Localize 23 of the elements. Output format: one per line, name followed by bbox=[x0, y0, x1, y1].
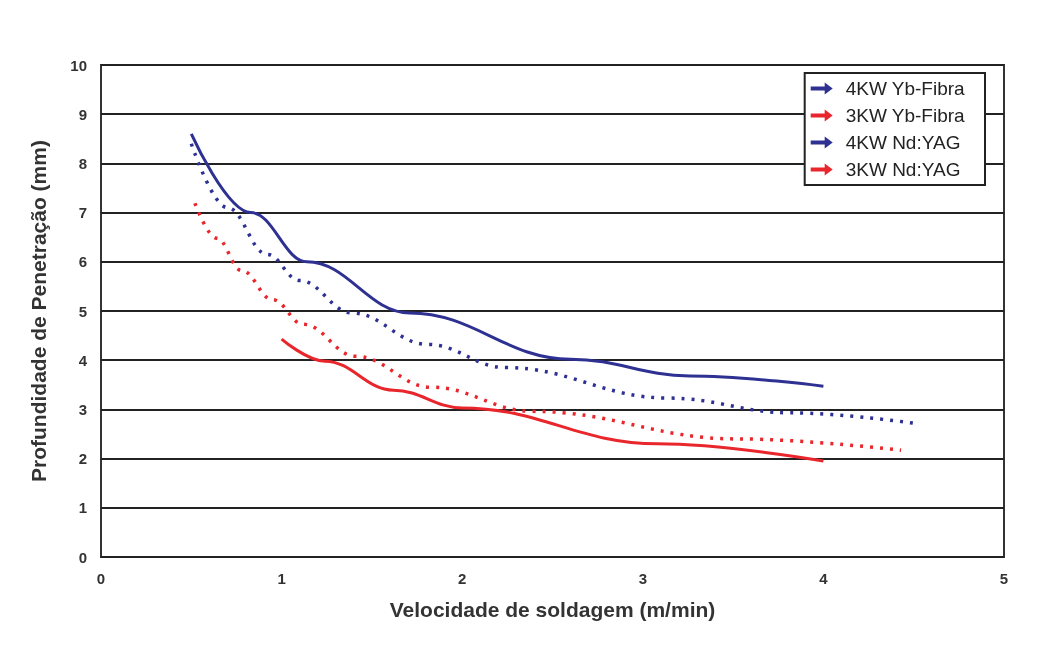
y-tick-label: 4 bbox=[78, 351, 88, 369]
x-tick-label: 0 bbox=[96, 570, 106, 587]
x-axis-title: Velocidade de soldagem (m/min) bbox=[389, 598, 716, 621]
x-tick-label: 5 bbox=[999, 570, 1009, 587]
legend-label: 4KW Nd:YAG bbox=[845, 132, 961, 153]
y-tick-label: 5 bbox=[78, 302, 87, 320]
y-tick-label: 10 bbox=[70, 56, 87, 74]
x-tick-label: 3 bbox=[638, 570, 647, 587]
x-tick-label: 2 bbox=[458, 570, 467, 587]
y-tick-label: 6 bbox=[78, 253, 87, 271]
y-tick-label: 8 bbox=[78, 154, 87, 172]
legend-label: 4KW Yb-Fibra bbox=[845, 78, 966, 99]
y-tick-label: 9 bbox=[78, 105, 87, 123]
y-tick-label: 7 bbox=[78, 204, 87, 222]
y-axis-title: Profundidade de Penetração (mm) bbox=[27, 140, 50, 482]
y-tick-label: 2 bbox=[78, 450, 87, 468]
y-tick-label: 1 bbox=[78, 499, 87, 517]
y-tick-label: 3 bbox=[78, 400, 87, 418]
x-tick-label: 4 bbox=[819, 570, 829, 587]
legend-label: 3KW Yb-Fibra bbox=[845, 105, 966, 126]
y-tick-label: 0 bbox=[78, 548, 87, 566]
x-tick-label: 1 bbox=[277, 570, 286, 587]
legend-label: 3KW Nd:YAG bbox=[845, 159, 961, 180]
